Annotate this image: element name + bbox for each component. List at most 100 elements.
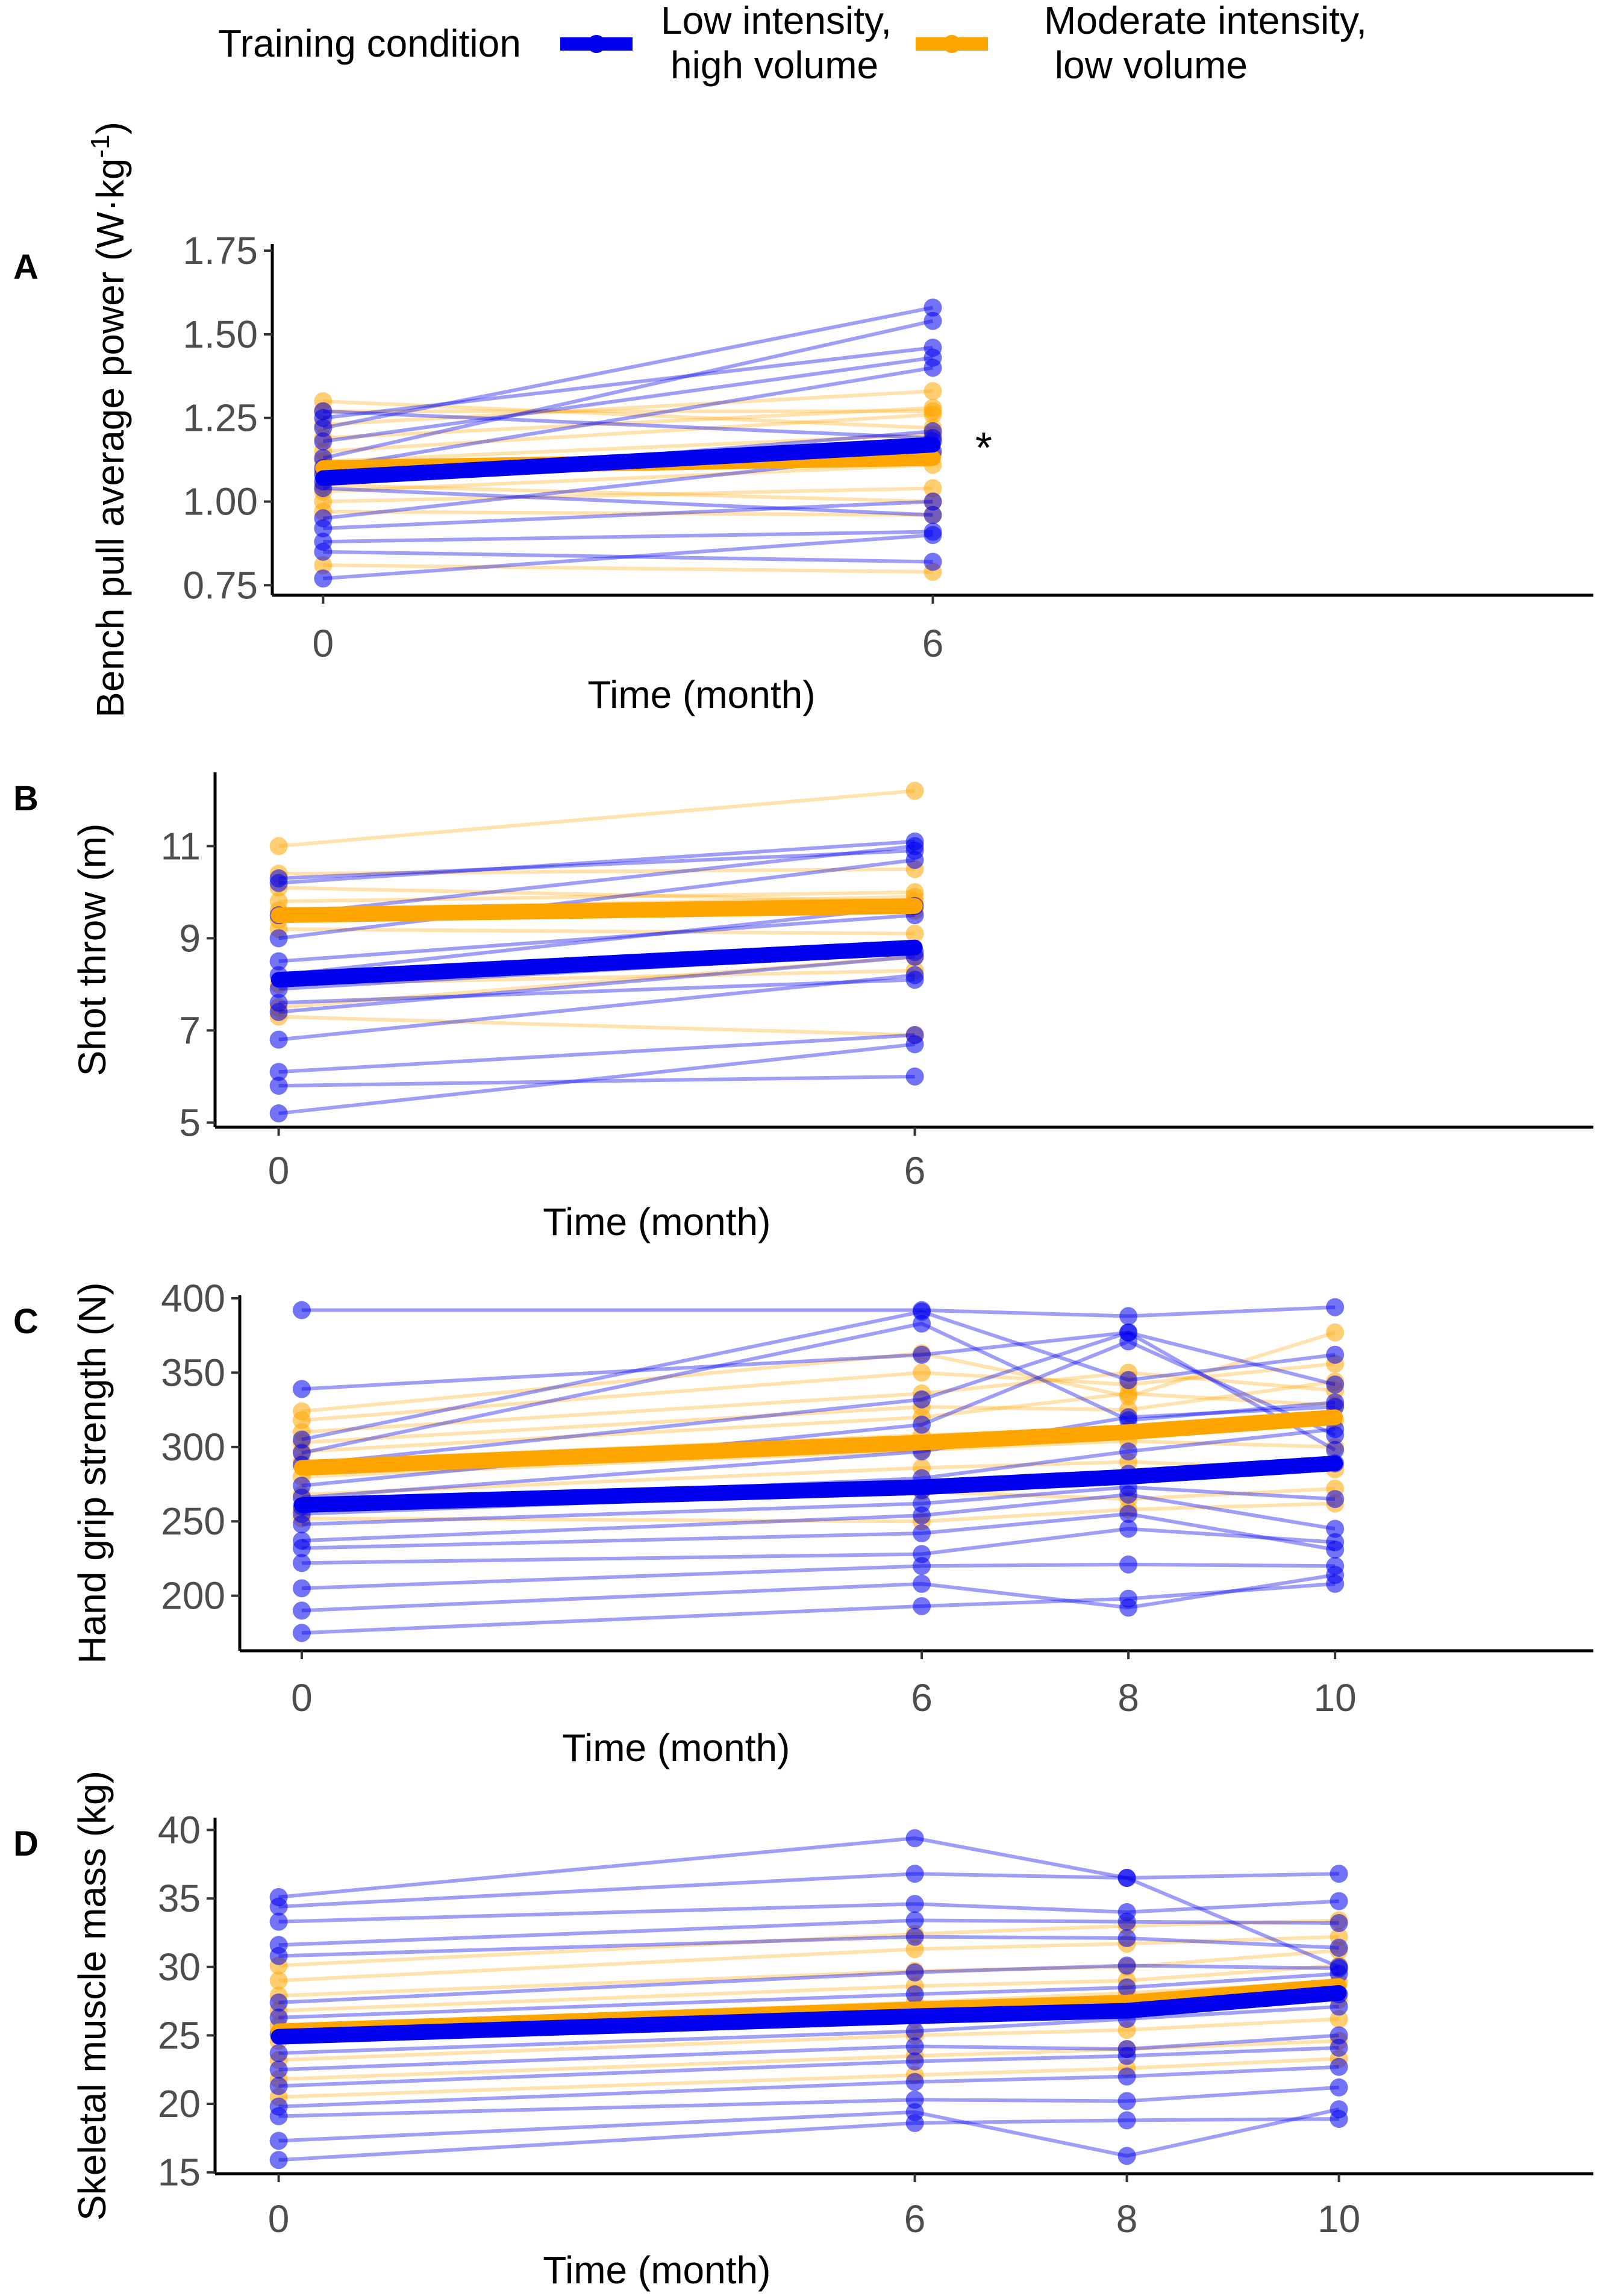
subject-line xyxy=(278,849,915,880)
subject-line xyxy=(278,789,915,848)
data-point xyxy=(905,924,924,943)
subject-line xyxy=(278,839,915,885)
data-point xyxy=(1326,1345,1345,1364)
y-axis-title-superscript: -1 xyxy=(86,134,115,158)
subject-line xyxy=(301,1527,1336,1565)
data-point xyxy=(1326,1440,1345,1459)
data-point xyxy=(314,556,333,575)
subject-line xyxy=(278,2085,1339,2118)
data-point xyxy=(1119,1519,1138,1538)
subject-line xyxy=(301,1485,1336,1527)
data-point xyxy=(1330,1914,1348,1933)
panel-letter: B xyxy=(13,779,39,818)
subject-line xyxy=(278,890,915,904)
subject-line xyxy=(278,1935,1339,1958)
data-point xyxy=(1330,1938,1348,1957)
y-axis-title-part: kg xyxy=(89,158,132,199)
y-tick-label: 25 xyxy=(158,2013,201,2057)
y-tick-label: 9 xyxy=(179,916,201,960)
data-point xyxy=(269,1888,288,1906)
subject-line xyxy=(278,913,915,963)
subject-line xyxy=(301,1371,1336,1434)
subject-line xyxy=(278,1836,1340,1969)
legend-key-point-low-intensity xyxy=(587,35,605,53)
data-point xyxy=(292,1579,311,1598)
y-tick-label: 200 xyxy=(161,1574,225,1618)
subject-line xyxy=(278,2065,1339,2109)
data-point xyxy=(1117,1978,1136,1997)
legend-entry-low-intensity[interactable]: Low intensity, high volume xyxy=(560,0,892,87)
y-tick-label: 250 xyxy=(161,1500,225,1543)
data-point xyxy=(269,2008,288,2027)
data-point xyxy=(314,432,333,451)
subject-line xyxy=(278,1935,1339,1983)
subject-line xyxy=(301,1562,1336,1591)
data-point xyxy=(1326,1298,1345,1316)
legend-key-point-moderate-intensity xyxy=(943,35,961,53)
subject-line xyxy=(278,1918,1339,1947)
data-point xyxy=(314,509,333,528)
subject-line xyxy=(278,904,915,977)
data-point xyxy=(1117,1956,1136,1975)
subject-line xyxy=(322,355,933,443)
data-point xyxy=(1119,1555,1138,1574)
data-point xyxy=(905,1963,924,1982)
data-point xyxy=(1119,1323,1138,1342)
data-point xyxy=(1326,1426,1345,1445)
subject-line xyxy=(278,2039,1339,2082)
subject-line xyxy=(278,1963,1339,2004)
subject-line xyxy=(322,305,934,430)
data-point xyxy=(269,993,288,1012)
data-point xyxy=(905,842,924,860)
series-low-intensity xyxy=(269,1829,1348,2169)
subject-line xyxy=(278,1033,915,1074)
data-point xyxy=(1326,1323,1345,1342)
data-point xyxy=(913,1494,931,1513)
mean-line-low-intensity xyxy=(270,939,923,988)
subject-line xyxy=(323,563,933,574)
y-axis-title: Skeletal muscle mass (kg) xyxy=(70,1771,114,2221)
data-point xyxy=(1119,1442,1138,1461)
x-tick-label: 6 xyxy=(911,1676,933,1719)
data-point xyxy=(905,1985,924,2004)
data-point xyxy=(1117,1929,1136,1948)
x-axis-title: Time (month) xyxy=(587,673,815,716)
data-point xyxy=(1117,2092,1136,2110)
subject-line xyxy=(323,399,933,430)
data-point xyxy=(292,1624,311,1642)
subject-line xyxy=(278,2004,1339,2055)
subject-line xyxy=(278,1948,1339,1998)
subject-line xyxy=(323,463,933,493)
subject-line xyxy=(278,978,915,1005)
data-point xyxy=(1326,1557,1345,1575)
subject-line xyxy=(278,1963,1339,2013)
y-tick-label: 0.75 xyxy=(183,563,258,607)
data-point xyxy=(269,892,288,911)
subject-line xyxy=(323,486,933,517)
panel-letter: A xyxy=(13,248,39,287)
data-point xyxy=(1119,1371,1138,1389)
data-point xyxy=(1119,1387,1138,1406)
data-point xyxy=(924,505,942,524)
data-point xyxy=(905,781,924,800)
data-point xyxy=(269,2077,288,2095)
data-point xyxy=(924,522,942,541)
data-point xyxy=(913,1301,931,1319)
subject-line xyxy=(323,413,933,454)
legend-entry-moderate-intensity[interactable]: Moderate intensity, low volume xyxy=(916,0,1367,87)
data-point xyxy=(292,1301,311,1319)
data-point xyxy=(924,298,942,317)
data-point xyxy=(1117,2147,1136,2165)
mean-line-moderate-intensity xyxy=(293,1409,1343,1476)
subject-line xyxy=(301,1310,1336,1442)
data-point xyxy=(1330,1865,1348,1883)
data-point xyxy=(1330,2078,1348,2097)
data-point xyxy=(269,2044,288,2062)
subject-line xyxy=(323,510,933,517)
data-point xyxy=(269,2132,288,2150)
data-point xyxy=(1330,1957,1348,1976)
legend-label-moderate-intensity-line1: Moderate intensity, xyxy=(1044,0,1367,42)
x-axis-title: Time (month) xyxy=(543,2248,770,2292)
subject-line xyxy=(278,1899,1339,1924)
